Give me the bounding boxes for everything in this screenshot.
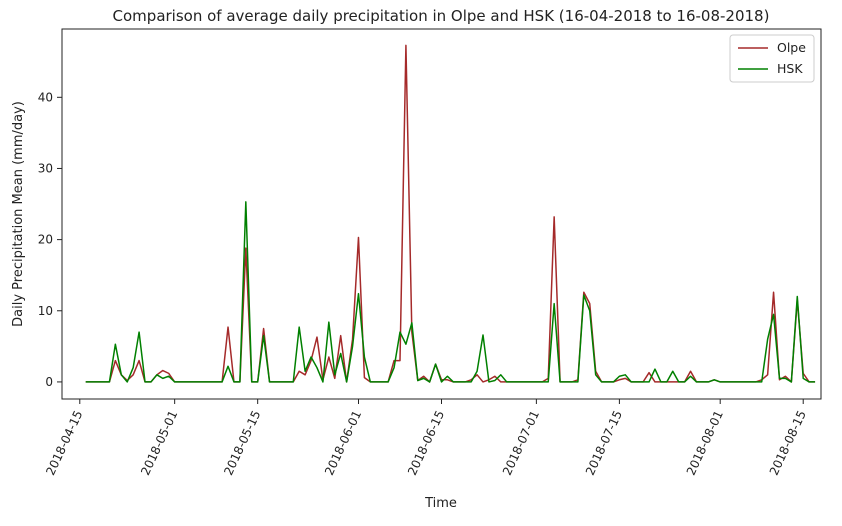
y-tick-label: 0	[45, 375, 53, 389]
x-axis: 2018-04-15 2018-05-01 2018-05-15 2018-06-01…	[43, 399, 809, 477]
y-axis: 0 10 20 30 40	[38, 90, 62, 389]
x-tick-label: 2018-07-15	[583, 408, 625, 477]
x-tick-label: 2018-05-15	[221, 408, 263, 477]
series-line-olpe	[85, 44, 816, 383]
x-tick-label: 2018-06-15	[405, 408, 447, 477]
chart-title: Comparison of average daily precipitatio…	[113, 7, 770, 25]
x-tick-label: 2018-07-01	[500, 408, 542, 477]
series-line-hsk	[85, 201, 816, 383]
legend-label-olpe: Olpe	[777, 40, 806, 55]
legend-box	[729, 34, 815, 83]
plot-frame	[61, 28, 822, 400]
y-axis-title: Daily Precipitation Mean (mm/day)	[11, 101, 26, 327]
y-tick-label: 10	[38, 304, 53, 318]
x-tick-label: 2018-08-15	[767, 408, 809, 477]
x-tick-label: 2018-08-01	[684, 408, 726, 477]
series-layer	[85, 44, 816, 383]
y-tick-label: 20	[38, 233, 53, 247]
y-tick-label: 30	[38, 161, 53, 175]
y-tick-label: 40	[38, 90, 53, 104]
x-tick-label: 2018-05-01	[138, 408, 180, 477]
legend-label-hsk: HSK	[777, 61, 803, 76]
legend: Olpe HSK	[729, 34, 815, 83]
x-tick-label: 2018-04-15	[43, 408, 85, 477]
x-tick-label: 2018-06-01	[322, 408, 364, 477]
x-axis-title: Time	[424, 496, 457, 511]
